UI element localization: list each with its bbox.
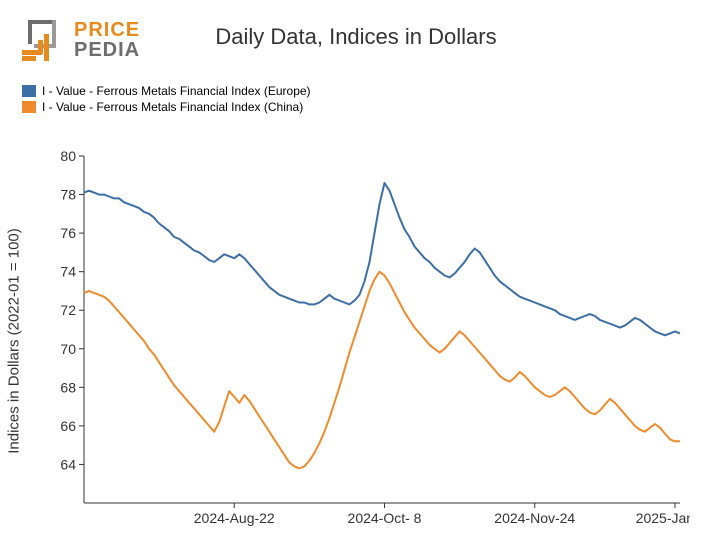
svg-text:2024-Aug-22: 2024-Aug-22 <box>194 510 275 526</box>
legend-swatch-icon <box>22 85 36 97</box>
legend-swatch-icon <box>22 101 36 113</box>
svg-text:2025-Jan-10: 2025-Jan-10 <box>636 510 690 526</box>
legend-label: I - Value - Ferrous Metals Financial Ind… <box>42 100 303 114</box>
svg-text:72: 72 <box>60 302 76 318</box>
svg-text:68: 68 <box>60 379 76 395</box>
svg-text:80: 80 <box>60 150 76 164</box>
svg-text:2024-Nov-24: 2024-Nov-24 <box>494 510 575 526</box>
svg-text:2024-Oct- 8: 2024-Oct- 8 <box>348 510 422 526</box>
svg-text:76: 76 <box>60 225 76 241</box>
svg-text:74: 74 <box>60 264 76 280</box>
svg-text:64: 64 <box>60 456 76 472</box>
plot-area: Indices in Dollars (2022-01 = 100) 64666… <box>22 150 690 531</box>
legend: I - Value - Ferrous Metals Financial Ind… <box>22 84 311 116</box>
legend-item-china: I - Value - Ferrous Metals Financial Ind… <box>22 100 311 114</box>
svg-text:70: 70 <box>60 341 76 357</box>
y-axis-label: Indices in Dollars (2022-01 = 100) <box>6 228 23 454</box>
chart-title: Daily Data, Indices in Dollars <box>0 24 712 50</box>
legend-item-europe: I - Value - Ferrous Metals Financial Ind… <box>22 84 311 98</box>
line-chart-svg: 64 66 68 70 72 74 76 78 80 2024-Aug-22 2024-Oct- 8… <box>22 150 690 531</box>
svg-text:78: 78 <box>60 187 76 203</box>
legend-label: I - Value - Ferrous Metals Financial Ind… <box>42 84 311 98</box>
svg-text:66: 66 <box>60 418 76 434</box>
